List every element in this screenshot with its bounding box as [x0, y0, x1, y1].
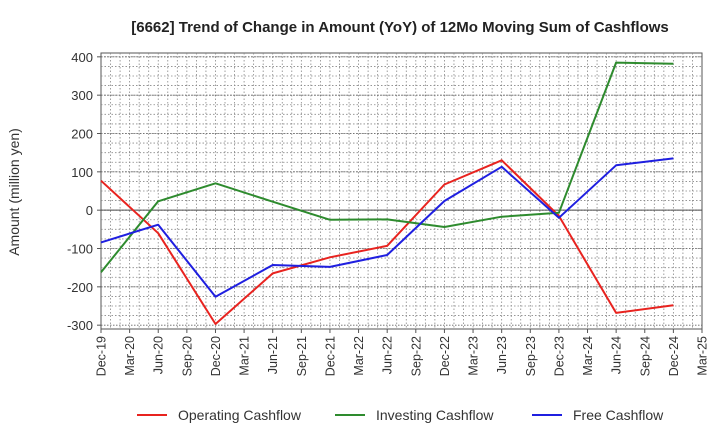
legend-label-free-cashflow: Free Cashflow [573, 407, 664, 423]
x-tick-label: Dec-19 [95, 336, 109, 376]
y-tick-label: 200 [71, 127, 93, 142]
y-tick-label: 100 [71, 165, 93, 180]
x-tick-label: Jun-20 [152, 336, 166, 374]
legend-label-investing-cashflow: Investing Cashflow [376, 407, 494, 423]
y-tick-label: 0 [86, 203, 93, 218]
x-tick-label: Jun-22 [381, 336, 395, 374]
y-axis-label: Amount (million yen) [6, 128, 22, 256]
x-tick-label: Jun-21 [266, 336, 280, 374]
x-tick-label: Dec-22 [438, 336, 452, 376]
x-tick-label: Mar-23 [467, 336, 481, 376]
x-tick-label: Mar-24 [581, 336, 595, 376]
y-tick-label: 300 [71, 88, 93, 103]
x-tick-label: Mar-22 [352, 336, 366, 376]
x-tick-label: Sep-24 [638, 336, 652, 376]
legend: Operating Cashflow Investing Cashflow Free… [137, 407, 664, 423]
y-tick-label: -200 [67, 280, 93, 295]
x-tick-label: Jun-24 [610, 336, 624, 374]
y-tick-label: 400 [71, 50, 93, 65]
x-tick-label: Sep-21 [295, 336, 309, 376]
x-tick-label: Sep-23 [524, 336, 538, 376]
y-tick-label: -100 [67, 242, 93, 257]
x-tick-label: Mar-25 [696, 336, 710, 376]
legend-label-operating-cashflow: Operating Cashflow [178, 407, 302, 423]
x-tick-label: Dec-21 [323, 336, 337, 376]
x-tick-label: Dec-24 [667, 336, 681, 376]
chart-title: [6662] Trend of Change in Amount (YoY) o… [131, 19, 669, 36]
x-tick-label: Dec-23 [552, 336, 566, 376]
x-tick-label: Sep-22 [409, 336, 423, 376]
x-tick-label: Dec-20 [209, 336, 223, 376]
x-tick-label: Mar-21 [238, 336, 252, 376]
y-tick-label: -300 [67, 318, 93, 333]
x-tick-label: Sep-20 [180, 336, 194, 376]
x-tick-label: Jun-23 [495, 336, 509, 374]
x-tick-label: Mar-20 [123, 336, 137, 376]
